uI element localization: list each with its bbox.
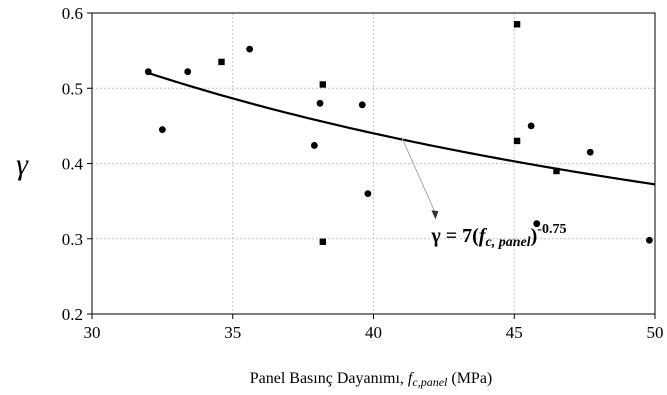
y-tick-label: 0.3 [62, 230, 83, 249]
grid [92, 13, 655, 314]
y-tick-label: 0.6 [62, 4, 83, 23]
data-point-square [553, 167, 560, 175]
x-tick-label: 50 [647, 323, 664, 342]
data-point-circle [184, 68, 192, 76]
data-point-square [319, 238, 327, 245]
y-tick-label: 0.5 [62, 79, 83, 98]
data-point-circle [527, 122, 535, 130]
fit-equation-subscript: c, panel [486, 235, 531, 250]
fit-equation: γ = 7(fc, panel)-0.75 [430, 222, 566, 250]
annotation-arrowhead [431, 210, 439, 220]
fit-equation-variable: f [479, 225, 488, 247]
data-point-circle [158, 126, 166, 134]
x-axis-label-subscript: c,panel [412, 375, 448, 389]
x-axis-label-prefix: Panel Basınç Dayanımı, [250, 370, 408, 387]
x-tick-label: 30 [84, 323, 101, 342]
fit-equation-gamma: γ [430, 225, 441, 247]
x-axis-label-suffix: (MPa) [447, 370, 492, 387]
data-point-square [218, 58, 225, 66]
axes: 30 35 40 45 50 0.2 0.3 0.4 0.5 0.6 [62, 4, 664, 342]
y-tick-label: 0.4 [62, 155, 84, 174]
data-point-circle [533, 220, 541, 228]
fit-equation-close: ) [531, 225, 538, 247]
data-point-circle [645, 236, 653, 244]
data-point-square [513, 21, 521, 28]
fit-equation-equals: = 7( [441, 225, 479, 247]
x-tick-label: 40 [365, 323, 382, 342]
y-axis-label: γ [16, 148, 29, 181]
x-tick-label: 45 [506, 323, 523, 342]
data-point-square [513, 137, 521, 145]
annotation-leader-line [401, 136, 436, 214]
x-tick-label: 35 [224, 323, 241, 342]
data-point-circle [144, 68, 152, 76]
x-axis-label: Panel Basınç Dayanımı, fc,panel (MPa) [250, 370, 493, 389]
fit-equation-exponent: -0.75 [537, 222, 566, 237]
data-point-circle [364, 190, 372, 198]
x-axis-label-variable: f [408, 370, 415, 387]
data-point-circle [316, 99, 324, 107]
y-tick-label: 0.2 [62, 305, 83, 324]
data-point-circle [246, 45, 254, 53]
data-point-circle [586, 148, 594, 156]
data-point-circle [310, 142, 318, 149]
fit-curve-group [147, 71, 656, 186]
fit-curve [147, 71, 656, 186]
data-point-square [319, 81, 327, 88]
data-point-circle [358, 101, 366, 109]
data-points [144, 21, 653, 245]
